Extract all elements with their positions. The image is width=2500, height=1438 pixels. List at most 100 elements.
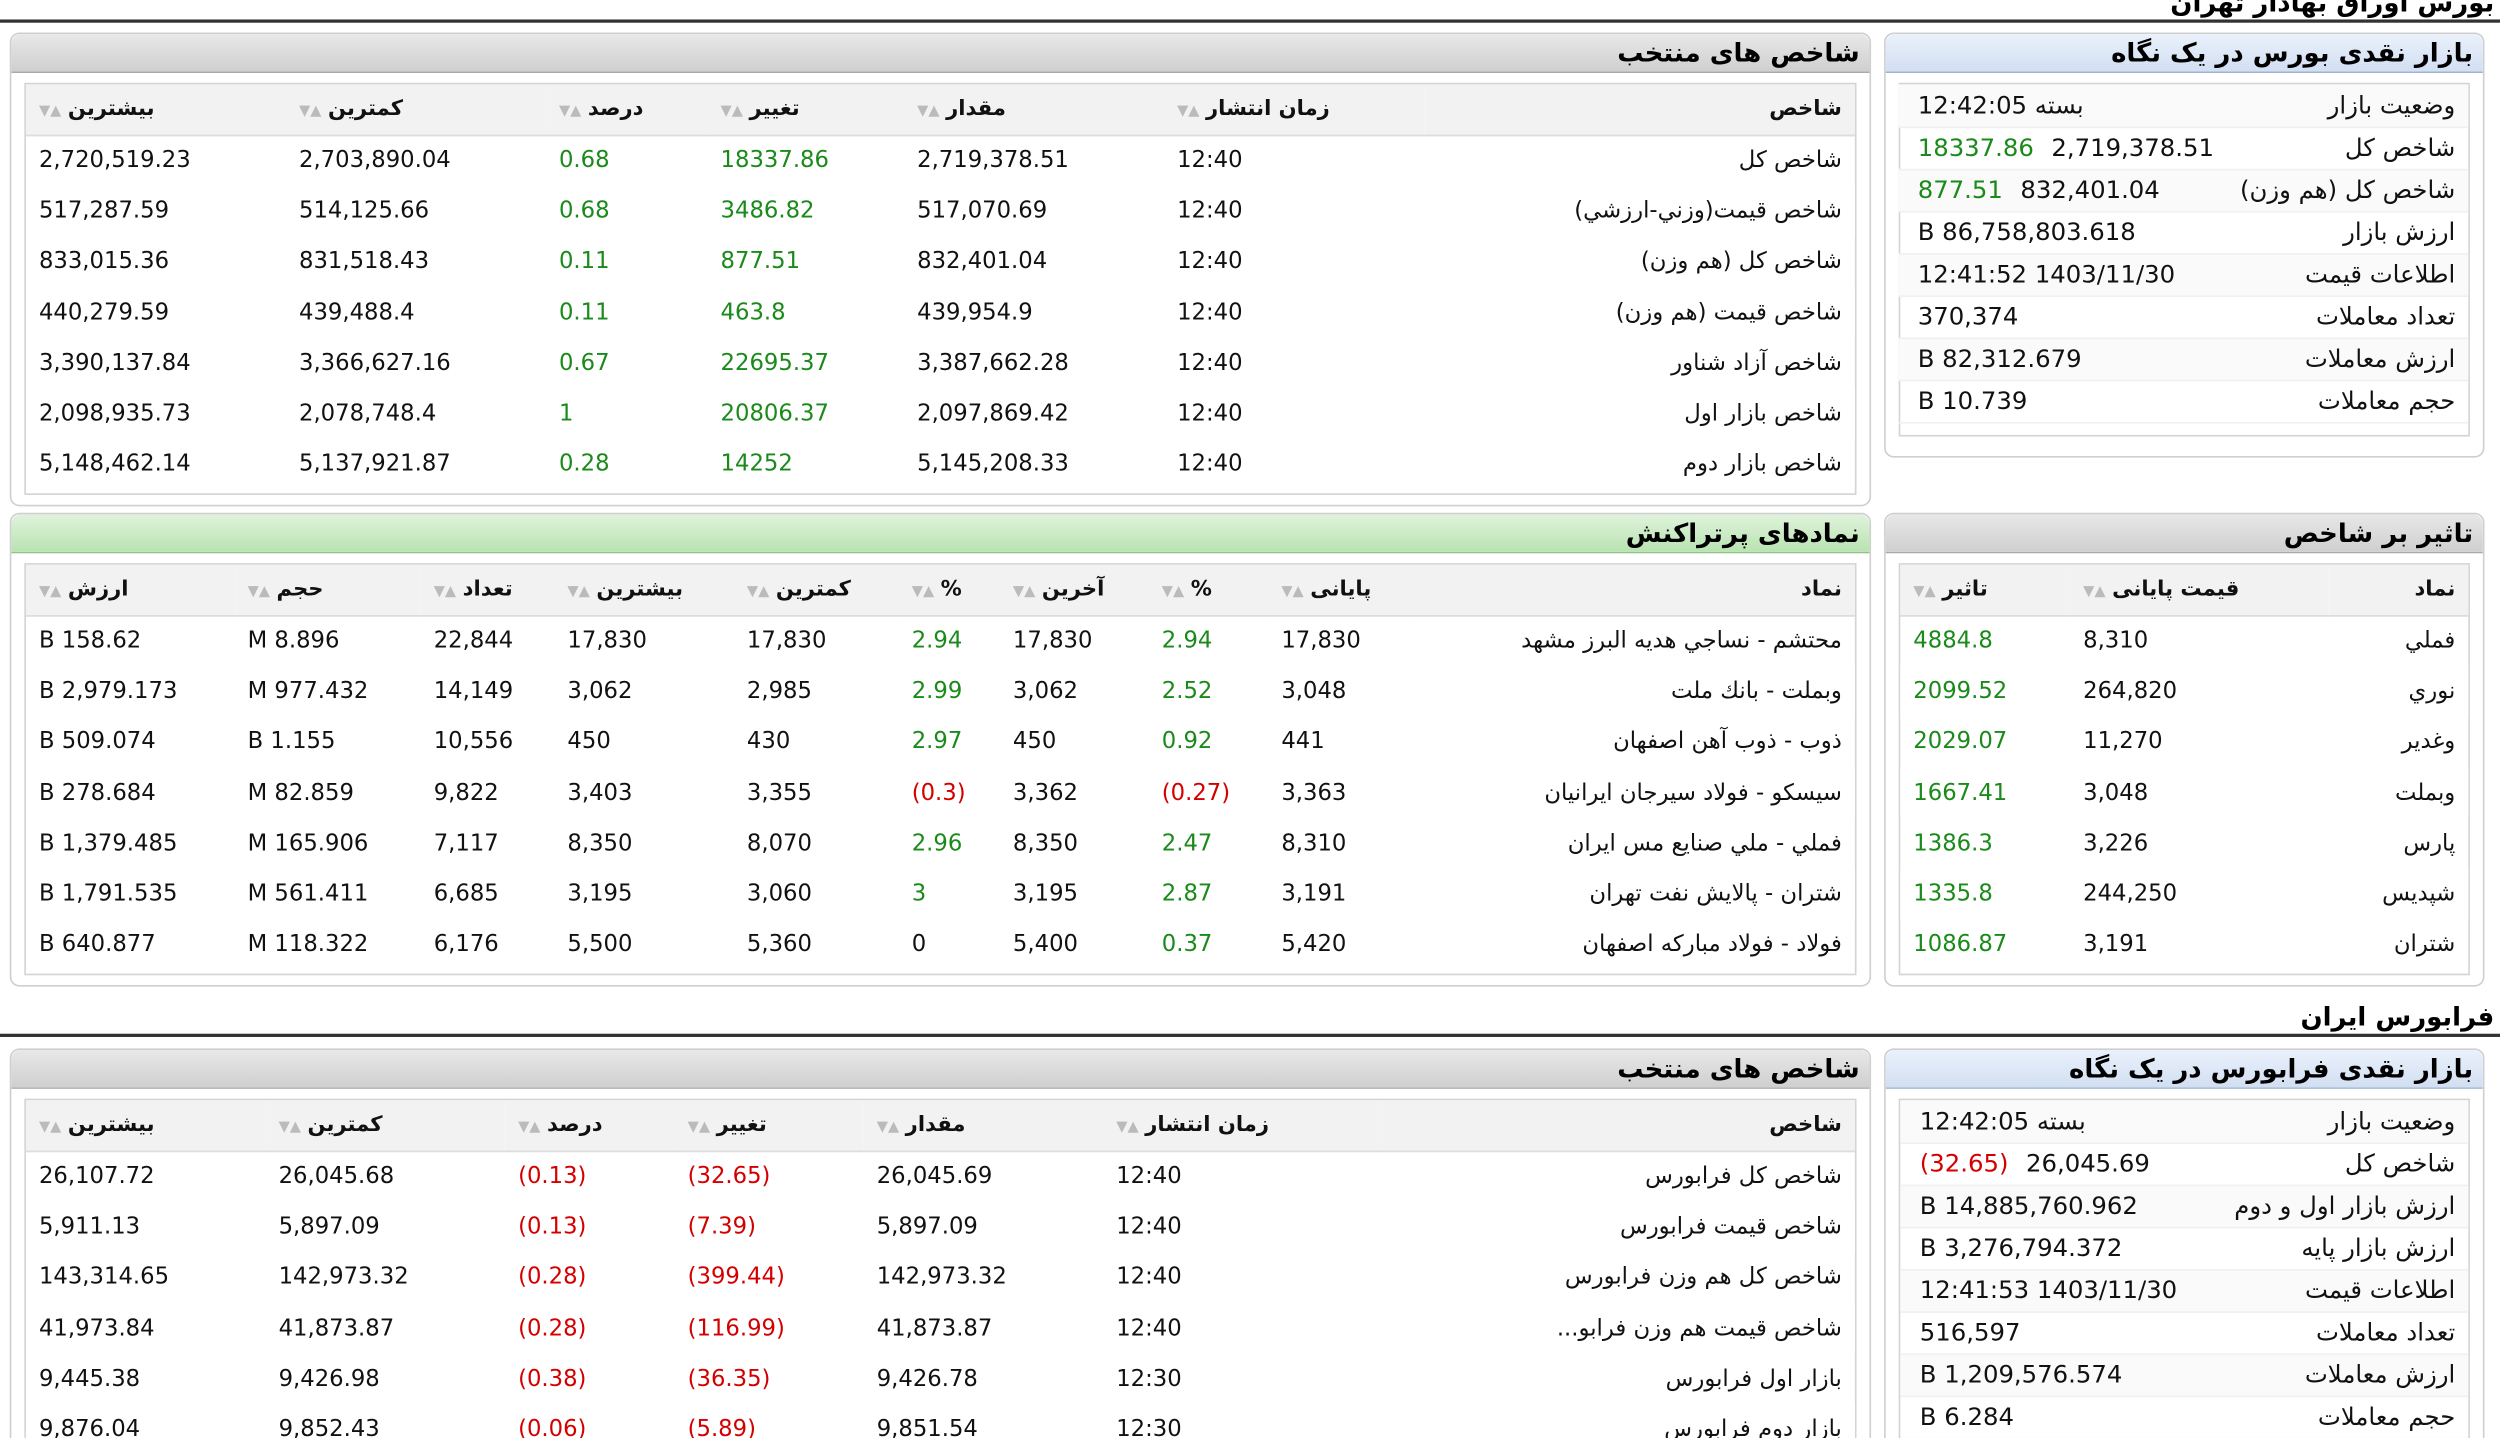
table-row[interactable]: شاخص كل (هم وزن) 12:40 832,401.04 877.51 0.1… [26, 236, 1855, 287]
symbol-name[interactable]: فولاد - فولاد مباركه اصفهان [1582, 932, 1842, 959]
glance-row: شاخص کل 26,045.69 (32.65) [1900, 1142, 2469, 1186]
column-header[interactable]: شاخص [1377, 1100, 1855, 1152]
sort-icon: ▲▼ [278, 1119, 302, 1136]
index-name[interactable]: شاخص كل [1738, 147, 1842, 174]
symbol-name[interactable]: فملي - ملي صنايع مس ايران [1567, 830, 1842, 857]
column-header-label: تعداد [462, 577, 513, 602]
glance-key: وضعیت بازار [2226, 84, 2469, 128]
table-row[interactable]: وبملت - بانك ملت 3,048 2.52 3,062 2.99 2,985 3… [25, 665, 1855, 717]
column-header[interactable]: زمان انتشار ▲▼ [1103, 1100, 1378, 1152]
table-row[interactable]: فملي - ملي صنايع مس ايران 8,310 2.47 8,350 2… [26, 818, 1855, 869]
column-header[interactable]: % ▲▼ [1148, 564, 1269, 616]
index-name[interactable]: شاخص قيمت فرابورس [1377, 1201, 1855, 1253]
index-name[interactable]: شاخص كل هم وزن فرابورس [1564, 1264, 1842, 1291]
table-row[interactable]: وغدير 11,270 2029.07 [1900, 717, 2468, 768]
table-row[interactable]: سيسكو - فولاد سيرجان ايرانيان 3,363 (0.27)… [25, 767, 1855, 819]
symbol-name[interactable]: فملي [2404, 627, 2456, 654]
table-row[interactable]: فولاد - فولاد مباركه اصفهان 5,420 0.37 5,40… [26, 920, 1855, 971]
trade-value: 2,979.173 B [25, 665, 235, 717]
column-header[interactable]: درصد ▲▼ [505, 1100, 675, 1152]
table-row[interactable]: شپديس 244,250 1335.8 [1900, 868, 2469, 920]
index-name[interactable]: بازار اول فرابورس [1665, 1366, 1842, 1393]
column-header[interactable]: کمترین ▲▼ [733, 564, 899, 616]
table-row[interactable]: شاخص كل هم وزن فرابورس 12:40 142,973.32 (39… [26, 1252, 1855, 1303]
symbol-name[interactable]: شتران - پالايش نفت تهران [1415, 868, 1855, 920]
table-row[interactable]: شتران 3,191 1086.87 [1900, 920, 2468, 971]
table-row[interactable]: پارس 3,226 1386.3 [1900, 818, 2468, 869]
table-row[interactable]: فملي 8,310 4884.8 [1900, 615, 2468, 666]
table-row[interactable]: بازار دوم فرابورس 12:30 9,851.54 (5.89) (0.0… [25, 1404, 1855, 1438]
symbol-name[interactable]: سيسكو - فولاد سيرجان ايرانيان [1415, 767, 1855, 819]
table-row[interactable]: شاخص قيمت (هم وزن) 12:40 439,954.9 463.8 0.1… [25, 287, 1855, 338]
column-header[interactable]: حجم ▲▼ [234, 564, 421, 616]
table-row[interactable]: شاخص قيمت هم وزن فرابو... 12:40 41,873.87(… [25, 1302, 1855, 1354]
table-row[interactable]: شاخص آزاد شناور 12:40 3,387,662.28 22695.37… [26, 338, 1855, 389]
symbol-name[interactable]: شپديس [2327, 868, 2469, 920]
symbol-name[interactable]: محتشم - نساجي هديه البرز مشهد [1521, 627, 1842, 654]
index-name[interactable]: شاخص بازار دوم [1682, 451, 1842, 478]
column-header[interactable]: شاخص [1425, 84, 1855, 136]
index-name[interactable]: شاخص كل (هم وزن) [1640, 248, 1842, 275]
column-header[interactable]: نماد [1415, 564, 1855, 616]
table-row[interactable]: نوري 264,820 2099.52 [1900, 665, 2469, 717]
index-value: 5,897.09 [863, 1201, 1104, 1253]
table-row[interactable]: شاخص كل 12:40 2,719,378.51 18337.86 0.68 2,70… [26, 135, 1855, 186]
sort-icon: ▲▼ [876, 1119, 900, 1136]
glance-value-cell: 14,885,760.962 B [1900, 1184, 2207, 1228]
table-row[interactable]: ذوب - ذوب آهن اصفهان 441 0.92 450 2.97 430 450… [26, 717, 1855, 768]
table-row[interactable]: بازار اول فرابورس 12:30 9,426.78 (36.35) (0.… [26, 1354, 1855, 1405]
symbol-name[interactable]: پارس [2403, 830, 2456, 857]
column-header[interactable]: درصد ▲▼ [545, 84, 708, 136]
column-header[interactable]: تغییر ▲▼ [707, 84, 905, 136]
table-row[interactable]: محتشم - نساجي هديه البرز مشهد 17,830 2.94 1… [26, 615, 1855, 666]
column-header[interactable]: تعداد ▲▼ [420, 564, 555, 616]
symbol-name[interactable]: وبملت - بانك ملت [1415, 665, 1855, 717]
column-header[interactable]: مقدار ▲▼ [904, 84, 1165, 136]
column-header[interactable]: قیمت پایانی ▲▼ [2070, 564, 2328, 616]
glance-value: 6.284 B [1919, 1402, 2014, 1432]
column-header[interactable]: تاثیر ▲▼ [1900, 564, 2071, 616]
ifb-section-header: فرابورس ایران [0, 1001, 2500, 1037]
column-header[interactable]: پایانی ▲▼ [1268, 564, 1416, 616]
symbol-name[interactable]: شتران [2393, 932, 2456, 959]
column-header[interactable]: ارزش ▲▼ [25, 564, 235, 616]
symbol-name[interactable]: وغدير [2401, 729, 2456, 755]
column-header[interactable]: بیشترین ▲▼ [554, 564, 734, 616]
column-header[interactable]: مقدار ▲▼ [863, 1100, 1104, 1152]
table-row[interactable]: شاخص بازار دوم 12:40 5,145,208.33 14252 0.28… [26, 439, 1855, 490]
column-header[interactable]: زمان انتشار ▲▼ [1164, 84, 1426, 136]
glance-key: ارزش معاملات [2226, 337, 2469, 381]
column-header[interactable]: بیشترین ▲▼ [25, 1100, 266, 1152]
column-header[interactable]: نماد [2327, 564, 2469, 616]
table-row[interactable]: شتران - پالايش نفت تهران 3,191 2.87 3,195 3 3… [25, 868, 1855, 920]
column-header[interactable]: آخرین ▲▼ [999, 564, 1149, 616]
index-name[interactable]: شاخص قيمت(وزني-ارزشي) [1425, 185, 1855, 237]
glance-row: ارزش معاملات 1,209,576.574 B [1900, 1353, 2469, 1397]
index-name[interactable]: شاخص قيمت (هم وزن) [1425, 287, 1855, 338]
column-header[interactable]: بیشترین ▲▼ [25, 84, 287, 136]
glance-value: 1403/11/30 12:41:52 [1917, 259, 2176, 289]
impact-value: 2029.07 [1913, 729, 2008, 755]
sort-icon: ▲▼ [299, 103, 322, 120]
index-name[interactable]: شاخص قيمت هم وزن فرابو... [1377, 1302, 1855, 1354]
symbol-name[interactable]: نوري [2327, 665, 2469, 717]
table-row[interactable]: شاخص قيمت(وزني-ارزشي) 12:40 517,070.69 3486… [25, 185, 1855, 237]
index-name[interactable]: شاخص كل فرابورس [1645, 1163, 1842, 1190]
index-name[interactable]: بازار دوم فرابورس [1377, 1404, 1855, 1438]
trade-value: 1,791.535 B [25, 868, 235, 920]
table-row[interactable]: وبملت 3,048 1667.41 [1900, 767, 2469, 819]
column-header[interactable]: تغییر ▲▼ [674, 1100, 864, 1152]
column-header[interactable]: کمترین ▲▼ [286, 84, 546, 136]
glance-row: ارزش بازار پایه 3,276,794.372 B [1900, 1226, 2469, 1270]
column-header[interactable]: % ▲▼ [898, 564, 1000, 616]
table-row[interactable]: شاخص بازار اول 12:40 2,097,869.42 20806.37 1… [25, 388, 1855, 440]
index-name[interactable]: شاخص بازار اول [1425, 388, 1855, 440]
table-row[interactable]: شاخص قيمت فرابورس 12:40 5,897.09 (7.39) (0.1… [25, 1201, 1855, 1253]
index-name[interactable]: شاخص آزاد شناور [1671, 350, 1842, 377]
index-value: 41,873.87 [863, 1302, 1104, 1354]
symbol-name[interactable]: وبملت [2327, 767, 2469, 819]
column-header-label: تغییر [749, 96, 800, 122]
table-row[interactable]: شاخص كل فرابورس 12:40 26,045.69 (32.65) (0.1… [26, 1151, 1855, 1202]
symbol-name[interactable]: ذوب - ذوب آهن اصفهان [1613, 729, 1842, 755]
column-header[interactable]: کمترین ▲▼ [265, 1100, 506, 1152]
